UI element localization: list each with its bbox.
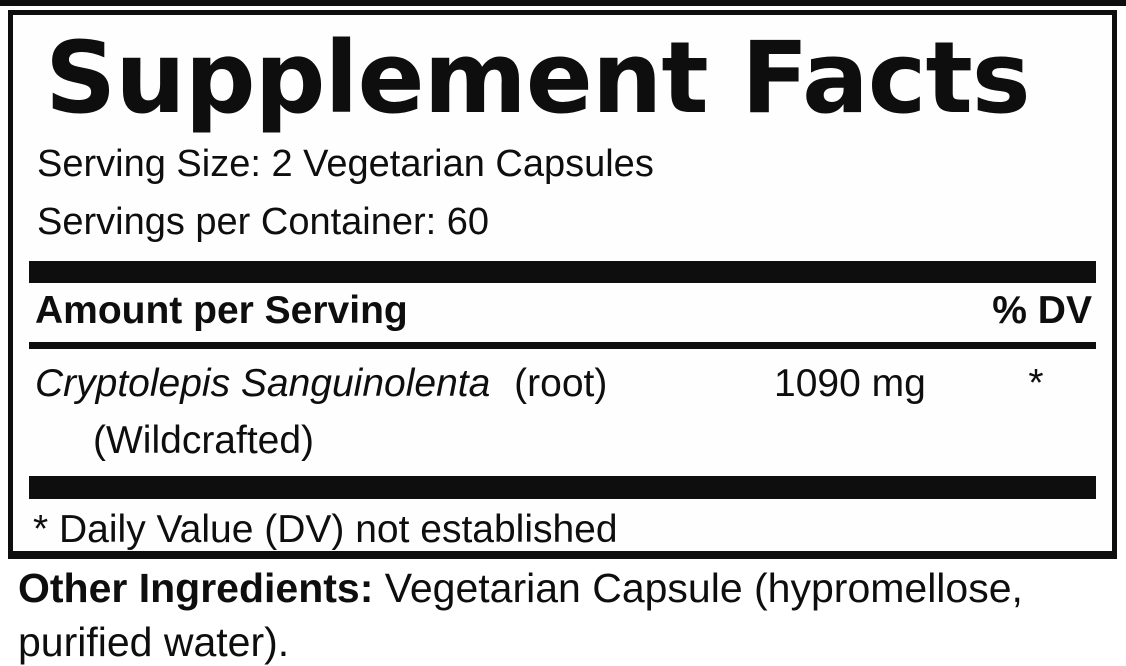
serving-size-line: Serving Size: 2 Vegetarian Capsules: [37, 142, 654, 185]
ingredient-part: (root): [514, 361, 608, 405]
supplement-facts-panel: Supplement Facts Serving Size: 2 Vegetar…: [8, 10, 1117, 559]
divider-thin-rule: [29, 341, 1096, 349]
dv-footnote: * Daily Value (DV) not established: [33, 508, 618, 552]
ingredient-detail: (Wildcrafted): [93, 418, 315, 462]
other-ingredients-label: Other Ingredients:: [18, 565, 374, 611]
other-ingredients-text: Vegetarian Capsule (hypromellose, purifi…: [18, 565, 1023, 666]
ingredient-name-line: Cryptolepis Sanguinolenta (root): [35, 359, 746, 410]
divider-thick-top: [29, 261, 1096, 284]
ingredient-dv-value: *: [1028, 361, 1044, 405]
ingredient-name: Cryptolepis Sanguinolenta: [35, 361, 491, 405]
percent-dv-header: % DV: [992, 289, 1092, 333]
ingredient-amount: 1090 mg: [774, 361, 926, 405]
servings-per-container-line: Servings per Container: 60: [37, 200, 490, 243]
top-divider-bar: [0, 0, 1126, 6]
amount-per-serving-header: Amount per Serving: [35, 289, 408, 333]
other-ingredients-paragraph: Other Ingredients: Vegetarian Capsule (h…: [18, 561, 1068, 666]
ingredient-row: Cryptolepis Sanguinolenta (root) (Wildcr…: [29, 359, 1096, 466]
divider-thick-bottom: [29, 476, 1096, 500]
panel-title: Supplement Facts: [45, 21, 1031, 136]
column-header-row: Amount per Serving % DV: [29, 288, 1096, 335]
ingredient-name-block: Cryptolepis Sanguinolenta (root) (Wildcr…: [35, 359, 746, 466]
